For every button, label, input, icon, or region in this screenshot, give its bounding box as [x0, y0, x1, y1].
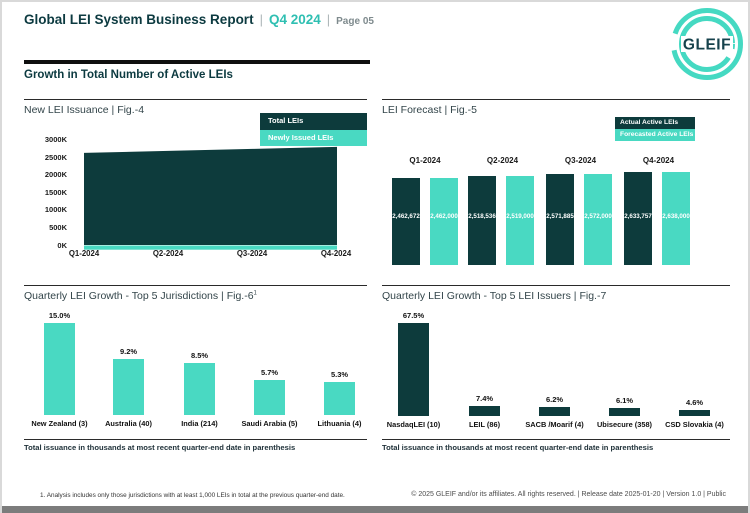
bar-value-label: 2,571,885: [546, 213, 574, 220]
area-plot: [84, 146, 337, 250]
bar: [113, 358, 144, 415]
x-tick-label: Q3-2024: [236, 249, 268, 258]
y-tick-label: 1000K: [44, 205, 67, 215]
panel-top5-jurisdictions: Quarterly LEI Growth - Top 5 Jurisdictio…: [24, 285, 367, 439]
chart-title-fig6: Quarterly LEI Growth - Top 5 Jurisdictio…: [24, 290, 257, 302]
footnote: 1. Analysis includes only those jurisdic…: [40, 492, 345, 499]
y-tick-label: 0K: [57, 240, 67, 250]
panel-lei-forecast: LEI Forecast | Fig.-5 Actual Active LEIs…: [382, 99, 730, 285]
legend-fig4: Total LEIs Newly Issued LEIs: [260, 113, 367, 146]
quarter-label: Q3-2024: [564, 156, 597, 165]
legend-item-newly-issued-leis: Newly Issued LEIs: [260, 129, 367, 146]
percent-label: 6.2%: [545, 395, 564, 405]
panel-new-lei-issuance: New LEI Issuance | Fig.-4 Total LEIs New…: [24, 99, 367, 285]
bar-forecast: [584, 174, 612, 265]
bar-value-label: 2,572,000: [584, 213, 612, 220]
report-header: Global LEI System Business Report | Q4 2…: [24, 12, 374, 27]
x-tick-label: Q2-2024: [152, 249, 184, 258]
bar: [679, 409, 710, 416]
y-tick-label: 2500K: [44, 152, 67, 162]
bar-forecast: [430, 178, 458, 265]
header-divider: |: [326, 12, 331, 27]
logo-outer-ring: [671, 8, 743, 80]
bar: [469, 405, 500, 416]
category-label: CSD Slovakia (4): [665, 420, 724, 429]
percent-label: 67.5%: [402, 311, 425, 320]
percent-label: 6.1%: [615, 395, 634, 405]
y-tick-label: 2000K: [44, 170, 67, 180]
legend-item-actual-active-leis: Actual Active LEIs: [615, 117, 695, 129]
bar: [184, 362, 215, 415]
bar-value-label: 2,638,000: [662, 213, 690, 220]
note-fig7: Total issuance in thousands at most rece…: [382, 439, 730, 452]
bar-actual: [546, 174, 574, 265]
chart-title-fig7: Quarterly LEI Growth - Top 5 LEI Issuers…: [382, 290, 607, 302]
report-period: Q4 2024: [268, 12, 321, 27]
category-label: Ubisecure (358): [596, 420, 653, 429]
bar: [539, 407, 570, 416]
bar: [609, 407, 640, 416]
page-number-label: Page 05: [336, 16, 374, 27]
chart-title-fig6-superscript: 1: [253, 290, 257, 297]
x-tick-label: Q4-2024: [320, 249, 352, 258]
header-rule: [24, 60, 370, 64]
category-label: Saudi Arabia (5): [241, 419, 298, 428]
panel-top5-lei-issuers: Quarterly LEI Growth - Top 5 LEI Issuers…: [382, 285, 730, 439]
note-fig6: Total issuance in thousands at most rece…: [24, 439, 367, 452]
newly-issued-leis-area: [84, 245, 337, 250]
bar-value-label: 2,519,000: [506, 213, 534, 220]
category-label: New Zealand (3): [31, 419, 88, 428]
category-label: India (214): [181, 419, 218, 428]
legend-fig5: Actual Active LEIs Forecasted Active LEI…: [615, 117, 695, 141]
report-title: Global LEI System Business Report: [24, 12, 254, 27]
percent-label: 5.3%: [330, 370, 349, 380]
percent-label: 5.7%: [260, 368, 279, 378]
logo-wordmark: GLEIF: [683, 37, 731, 54]
percent-label: 8.5%: [190, 350, 209, 360]
total-leis-area: [84, 146, 337, 245]
bar-actual: [392, 178, 420, 265]
category-label: Lithuania (4): [317, 419, 362, 428]
quarter-label: Q1-2024: [409, 156, 441, 165]
bottom-strip: [2, 506, 748, 513]
copyright-line: © 2025 GLEIF and/or its affiliates. All …: [411, 491, 726, 498]
bar-value-label: 2,462,672: [392, 213, 420, 220]
quarter-label: Q2-2024: [486, 156, 519, 165]
y-tick-label: 500K: [49, 222, 67, 232]
gleif-logo: GLEIF: [671, 8, 743, 80]
bar-value-label: 2,518,536: [468, 213, 496, 220]
percent-label: 4.6%: [685, 397, 704, 407]
section-title: Growth in Total Number of Active LEIs: [24, 69, 233, 81]
bar: [44, 323, 75, 415]
quarter-label: Q4-2024: [642, 156, 675, 165]
bar-forecast: [662, 172, 690, 265]
bar: [324, 382, 355, 415]
bar-forecast: [506, 176, 534, 265]
percent-label: 9.2%: [119, 346, 138, 356]
legend-item-forecasted-active-leis: Forecasted Active LEIs: [615, 129, 695, 141]
percent-label: 15.0%: [48, 311, 71, 320]
category-label: SACB /Moarif (4): [525, 420, 584, 429]
percent-label: 7.4%: [475, 393, 494, 403]
bar-value-label: 2,462,000: [430, 213, 458, 220]
chart-title-fig5: LEI Forecast | Fig.-5: [382, 104, 477, 116]
category-label: LEIL (86): [468, 420, 501, 429]
chart-title-fig4: New LEI Issuance | Fig.-4: [24, 104, 145, 116]
bar: [398, 323, 429, 416]
y-tick-label: 3000K: [44, 135, 67, 144]
category-label: NasdaqLEI (10): [386, 420, 441, 429]
bar-value-label: 2,633,757: [624, 213, 652, 220]
category-label: Australia (40): [105, 419, 152, 428]
y-tick-label: 1500K: [44, 187, 67, 197]
header-divider: |: [259, 12, 263, 27]
bar-actual: [624, 172, 652, 265]
legend-item-total-leis: Total LEIs: [260, 113, 367, 130]
logo-text-band: [681, 36, 733, 52]
x-tick-label: Q1-2024: [68, 249, 100, 258]
bar: [254, 380, 285, 415]
chart-title-fig6-text: Quarterly LEI Growth - Top 5 Jurisdictio…: [24, 290, 254, 302]
bar-actual: [468, 176, 496, 265]
